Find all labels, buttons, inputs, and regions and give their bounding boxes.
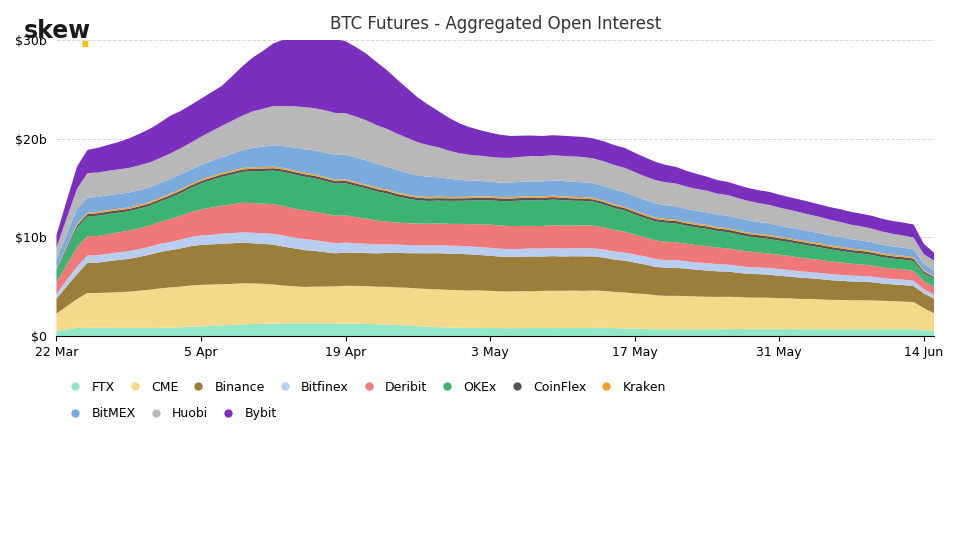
Legend: BitMEX, Huobi, Bybit: BitMEX, Huobi, Bybit (62, 407, 276, 420)
Text: skew: skew (24, 19, 91, 43)
Text: .: . (79, 21, 91, 55)
Title: BTC Futures - Aggregated Open Interest: BTC Futures - Aggregated Open Interest (329, 15, 660, 33)
